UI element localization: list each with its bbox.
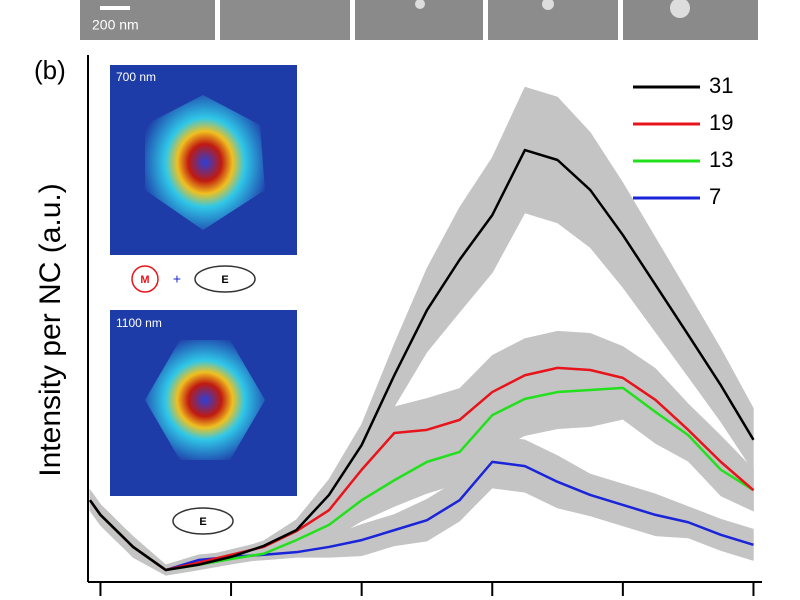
legend-label: 13 xyxy=(709,147,733,172)
mode-symbol: M xyxy=(140,274,149,286)
mode-plus: + xyxy=(173,271,181,287)
error-band xyxy=(606,354,640,432)
legend-label: 7 xyxy=(709,184,721,209)
plot-area xyxy=(88,86,755,576)
scale-bar-label: 200 nm xyxy=(92,17,139,33)
particle xyxy=(670,0,690,18)
mode-icon xyxy=(131,265,159,293)
sem-image xyxy=(220,0,350,40)
error-band xyxy=(508,437,542,501)
inset: 700 nm M + E xyxy=(110,65,297,293)
error-band xyxy=(377,506,411,552)
y-axis-label: Intensity per NC (a.u.) xyxy=(34,183,67,476)
scale-bar xyxy=(100,6,130,10)
particle xyxy=(542,0,554,10)
error-band xyxy=(475,122,509,294)
error-band xyxy=(540,447,575,513)
mode-symbol: E xyxy=(221,274,228,286)
error-band xyxy=(540,91,575,236)
series-line xyxy=(88,460,754,572)
error-band xyxy=(638,488,673,538)
error-band xyxy=(149,552,183,576)
series-line xyxy=(88,148,755,572)
inset-label: 700 nm xyxy=(116,70,156,84)
particle xyxy=(415,0,425,9)
mode-icon xyxy=(194,265,256,293)
error-band xyxy=(638,209,673,356)
error-band xyxy=(573,464,607,522)
error-band xyxy=(671,264,705,401)
sem-image xyxy=(623,0,758,40)
error-band xyxy=(508,86,542,244)
sem-strip: 200 nm xyxy=(80,0,758,40)
panel-label: (b) xyxy=(34,55,66,85)
inset: 1100 nm E xyxy=(110,310,297,535)
legend-label: 19 xyxy=(709,110,733,135)
mode-symbol: E xyxy=(199,516,206,528)
inset-label: 1100 nm xyxy=(116,316,162,330)
field-pattern xyxy=(145,340,265,460)
field-pattern xyxy=(145,95,265,230)
legend: 31 19 13 7 xyxy=(633,73,733,209)
mode-icon xyxy=(172,507,234,535)
error-band xyxy=(443,181,477,333)
legend-label: 31 xyxy=(709,73,733,98)
